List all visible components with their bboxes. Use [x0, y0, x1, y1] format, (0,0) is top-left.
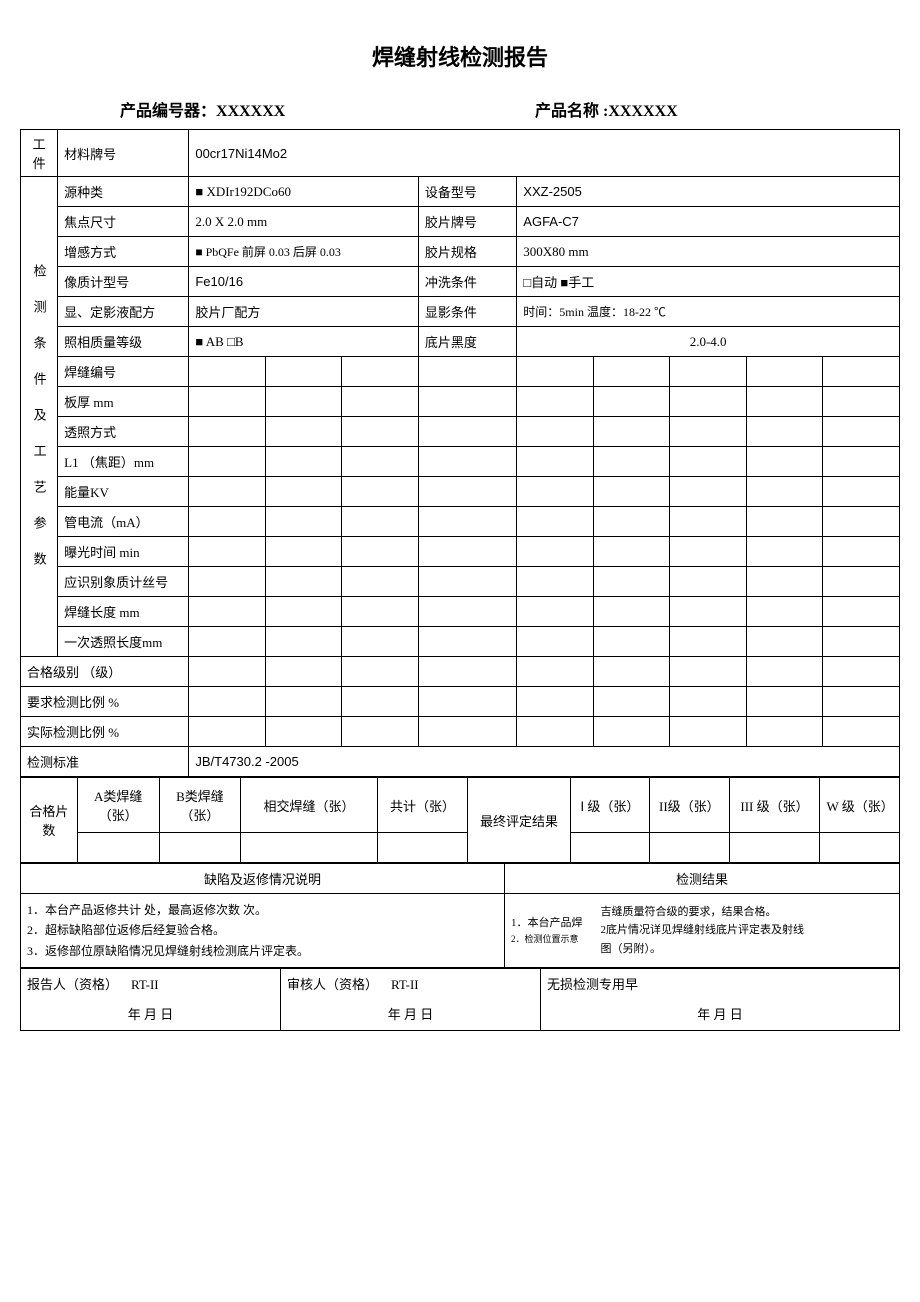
pass-level-label: 合格级别 （级）: [21, 657, 189, 687]
level1-val: [570, 833, 649, 863]
row-iqi-wire: 应识别象质计丝号: [58, 567, 189, 597]
defect-line3: 3．返修部位原缺陷情况见焊缝射线检测底片评定表。: [27, 941, 498, 961]
total-val: [377, 833, 468, 863]
result-r2: 2底片情况详见焊缝射线底片评定表及射线: [601, 921, 894, 940]
reporter-qual: RT-II: [131, 977, 159, 992]
level4-val: [820, 833, 900, 863]
workpiece-section: 工件: [21, 130, 58, 177]
b-weld-label: B类焊缝（张）: [159, 778, 241, 833]
level4-label: W 级（张）: [820, 778, 900, 833]
device-model-label: 设备型号: [418, 177, 516, 207]
material-value: 00cr17Ni14Mo2: [189, 130, 900, 177]
row-weld-no: 焊缝编号: [58, 357, 189, 387]
device-model: XXZ-2505: [517, 177, 900, 207]
wash-cond: □自动 ■手工: [517, 267, 900, 297]
result-r3: 图（另附）。: [601, 940, 894, 959]
a-weld-val: [77, 833, 159, 863]
wash-cond-label: 冲洗条件: [418, 267, 516, 297]
reporter-label: 报告人（资格）: [27, 977, 118, 992]
product-no-label: 产品编号器：: [120, 103, 216, 120]
dev-cond-label: 显影条件: [418, 297, 516, 327]
main-table: 工件 材料牌号 00cr17Ni14Mo2 检 测 条 件 及 工 艺 参 数 …: [20, 129, 900, 777]
actual-ratio-label: 实际检测比例 %: [21, 717, 189, 747]
reviewer-date: 年 月 日: [287, 997, 534, 1026]
screen-method: ■ PbQFe 前屏 0.03 后屏 0.03: [189, 237, 419, 267]
cross-weld-label: 相交焊缝（张）: [241, 778, 377, 833]
defect-header: 缺陷及返修情况说明: [21, 864, 505, 894]
reporter-block: 报告人（资格） RT-II 年 月 日: [21, 969, 281, 1031]
row-tube-current: 管电流（mA）: [58, 507, 189, 537]
iqi-model: Fe10/16: [189, 267, 419, 297]
standard-value: JB/T4730.2 -2005: [189, 747, 900, 777]
defect-line2: 2．超标缺陷部位返修后经复验合格。: [27, 920, 498, 940]
total-label: 共计（张）: [377, 778, 468, 833]
material-label: 材料牌号: [58, 130, 189, 177]
stamp-block: 无损检测专用早 年 月 日: [541, 969, 900, 1031]
level1-label: Ⅰ 级（张）: [570, 778, 649, 833]
standard-label: 检测标准: [21, 747, 189, 777]
dev-cond: 时间：5min 温度：18-22 ℃: [517, 297, 900, 327]
reviewer-qual: RT-II: [391, 977, 419, 992]
final-result-label: 最终评定结果: [468, 778, 570, 863]
b-weld-val: [159, 833, 241, 863]
focus-size: 2.0 X 2.0 mm: [189, 207, 419, 237]
report-title: 焊缝射线检测报告: [20, 40, 900, 72]
photo-quality: ■ AB □B: [189, 327, 419, 357]
pass-count-section: 合格片数: [21, 778, 78, 863]
density: 2.0-4.0: [517, 327, 900, 357]
defect-text: 1．本台产品返修共计 处，最高返修次数 次。 2．超标缺陷部位返修后经复验合格。…: [21, 894, 505, 968]
product-no: XXXXXX: [216, 103, 285, 120]
row-exposure-method: 透照方式: [58, 417, 189, 447]
source-type: ■ XDIr192DCo60: [189, 177, 419, 207]
reviewer-block: 审核人（资格） RT-II 年 月 日: [281, 969, 541, 1031]
product-name-label: 产品名称 :: [535, 103, 608, 120]
film-spec-label: 胶片规格: [418, 237, 516, 267]
stamp-label: 无损检测专用早: [547, 977, 638, 992]
defect-result-table: 缺陷及返修情况说明 检测结果 1．本台产品返修共计 处，最高返修次数 次。 2．…: [20, 863, 900, 968]
defect-line1: 1．本台产品返修共计 处，最高返修次数 次。: [27, 900, 498, 920]
result-left: 1．本台产品焊 2．检测位置示意: [505, 894, 595, 968]
row-focal-dist: L1 （焦距）mm: [58, 447, 189, 477]
level2-val: [650, 833, 729, 863]
film-brand: AGFA-C7: [517, 207, 900, 237]
row-single-exposure: 一次透照长度mm: [58, 627, 189, 657]
signature-table: 报告人（资格） RT-II 年 月 日 审核人（资格） RT-II 年 月 日 …: [20, 968, 900, 1031]
dev-fix: 胶片厂配方: [189, 297, 419, 327]
cross-weld-val: [241, 833, 377, 863]
reviewer-label: 审核人（资格）: [287, 977, 378, 992]
density-label: 底片黑度: [418, 327, 516, 357]
result-r1: 吉缝质量符合级的要求，结果合格。: [601, 903, 894, 922]
a-weld-label: A类焊缝（张）: [77, 778, 159, 833]
level2-label: II级（张）: [650, 778, 729, 833]
result-header: 检测结果: [505, 864, 900, 894]
req-ratio-label: 要求检测比例 %: [21, 687, 189, 717]
row-exposure-time: 曝光时间 min: [58, 537, 189, 567]
level3-val: [729, 833, 820, 863]
product-name: XXXXXX: [608, 103, 677, 120]
pass-count-table: 合格片数 A类焊缝（张） B类焊缝（张） 相交焊缝（张） 共计（张） 最终评定结…: [20, 777, 900, 863]
row-weld-length: 焊缝长度 mm: [58, 597, 189, 627]
focus-size-label: 焦点尺寸: [58, 207, 189, 237]
photo-quality-label: 照相质量等级: [58, 327, 189, 357]
result-lsmall: 2．检测位置示意: [511, 932, 589, 947]
source-type-label: 源种类: [58, 177, 189, 207]
result-right: 吉缝质量符合级的要求，结果合格。 2底片情况详见焊缝射线底片评定表及射线 图（另…: [595, 894, 900, 968]
reporter-date: 年 月 日: [27, 997, 274, 1026]
header-row: 产品编号器：XXXXXX 产品名称 :XXXXXX: [20, 97, 900, 121]
params-section: 检 测 条 件 及 工 艺 参 数: [21, 177, 58, 657]
stamp-date: 年 月 日: [547, 997, 893, 1026]
screen-method-label: 增感方式: [58, 237, 189, 267]
film-spec: 300X80 mm: [517, 237, 900, 267]
row-thickness: 板厚 mm: [58, 387, 189, 417]
iqi-model-label: 像质计型号: [58, 267, 189, 297]
result-l1: 1．本台产品焊: [511, 914, 589, 933]
level3-label: III 级（张）: [729, 778, 820, 833]
row-energy: 能量KV: [58, 477, 189, 507]
film-brand-label: 胶片牌号: [418, 207, 516, 237]
dev-fix-label: 显、定影液配方: [58, 297, 189, 327]
